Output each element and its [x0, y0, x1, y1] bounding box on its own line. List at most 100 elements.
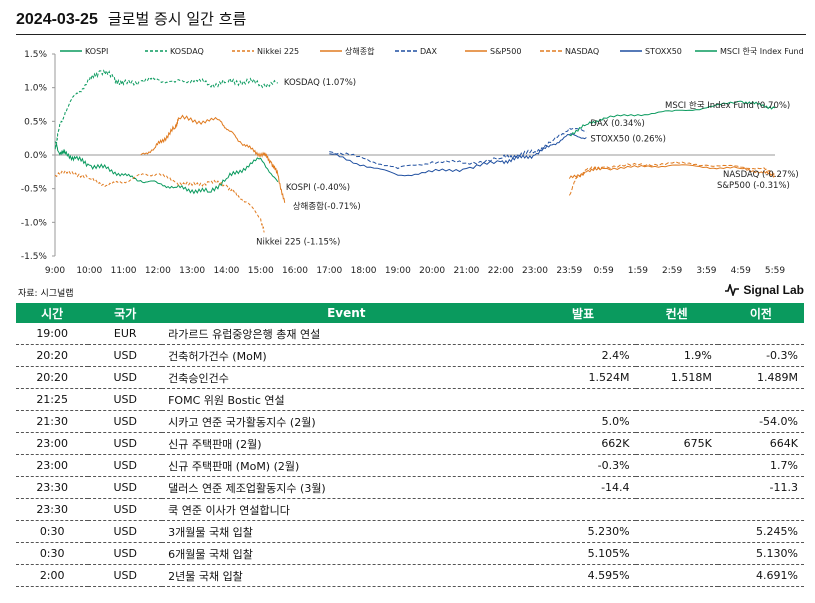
row-event: 시카고 연준 국가활동지수 (2월) [162, 410, 531, 433]
row-consensus [635, 323, 718, 345]
table-row: 23:00 USD 신규 주택판매 (MoM) (2월) -0.3% 1.7% [16, 454, 804, 477]
brand-logo: Signal Lab [725, 283, 804, 297]
x-tick-label: 16:00 [282, 266, 308, 276]
row-previous: 5.245% [717, 520, 804, 543]
legend-entry: NASDAQ [565, 47, 599, 56]
header-time: 시간 [16, 303, 89, 323]
series-end-label: 상해종합(-0.71%) [293, 201, 361, 212]
row-event: 2년물 국채 입찰 [162, 564, 531, 587]
row-previous [717, 323, 804, 345]
y-tick-label: 0.0% [24, 151, 47, 161]
x-tick-label: 12:00 [145, 266, 171, 276]
row-consensus: 1.9% [635, 344, 718, 367]
row-consensus [635, 454, 718, 477]
series-line-msci-index-fund [569, 100, 776, 137]
x-tick-label: 19:00 [385, 266, 411, 276]
row-event: FOMC 위원 Bostic 연설 [162, 388, 531, 411]
row-time: 23:00 [16, 454, 89, 477]
y-tick-label: 0.5% [24, 117, 47, 127]
row-actual: 1.524M [530, 366, 636, 389]
row-previous: 664K [717, 432, 804, 455]
pulse-icon [725, 284, 740, 296]
x-tick-label: 15:00 [248, 266, 274, 276]
x-tick-label: 9:00 [45, 266, 65, 276]
x-tick-label: 17:00 [316, 266, 342, 276]
series-end-label: KOSDAQ (1.07%) [284, 78, 356, 88]
header-actual: 발표 [530, 303, 636, 323]
series-end-label: NASDAQ (-0.27%) [723, 170, 799, 180]
y-tick-label: 1.0% [24, 84, 47, 94]
x-tick-label: 4:59 [731, 266, 751, 276]
table-row: 23:00 USD 신규 주택판매 (2월) 662K 675K 664K [16, 432, 804, 455]
row-time: 19:00 [16, 323, 89, 345]
series-line-kospi [54, 141, 279, 195]
brand-name: Signal Lab [743, 283, 804, 297]
x-tick-label: 20:00 [419, 266, 445, 276]
row-country: USD [88, 476, 163, 499]
row-consensus [635, 410, 718, 433]
row-consensus [635, 564, 718, 587]
economic-calendar-table: 시간 국가 Event 발표 컨센 이전 19:00 EUR 라가르드 유럽중앙은행… [16, 303, 804, 587]
table-header-row: 시간 국가 Event 발표 컨센 이전 [16, 303, 804, 323]
row-event: 3개월물 국채 입찰 [162, 520, 531, 543]
header-event: Event [162, 303, 531, 323]
legend-entry: Nikkei 225 [257, 47, 299, 56]
row-event: 건축승인건수 [162, 366, 531, 389]
row-actual: -0.3% [530, 454, 636, 477]
x-tick-label: 3:59 [696, 266, 716, 276]
row-previous: 1.7% [717, 454, 804, 477]
x-tick-label: 21:00 [453, 266, 479, 276]
row-previous: 5.130% [717, 542, 804, 565]
legend-entry: 상해종합 [345, 46, 375, 56]
row-country: USD [88, 498, 163, 521]
row-event: 신규 주택판매 (2월) [162, 432, 531, 455]
series-line-s-p500 [568, 164, 776, 179]
x-tick-label: 1:59 [628, 266, 648, 276]
row-event: 쿡 연준 이사가 연설합니다 [162, 498, 531, 521]
row-consensus [635, 498, 718, 521]
row-country: USD [88, 432, 163, 455]
series-line-dax [329, 127, 587, 170]
table-row: 0:30 USD 3개월물 국채 입찰 5.230% 5.245% [16, 520, 804, 543]
row-country: USD [88, 410, 163, 433]
row-country: USD [88, 454, 163, 477]
source-label: 자료: 시그널랩 [18, 289, 74, 299]
table-row: 19:00 EUR 라가르드 유럽중앙은행 총재 연설 [16, 323, 804, 345]
report-title: 글로벌 증시 일간 흐름 [107, 10, 247, 28]
source-row: 자료: 시그널랩 Signal Lab [18, 283, 804, 303]
row-country: USD [88, 388, 163, 411]
x-tick-label: 2:59 [662, 266, 682, 276]
x-tick-label: 14:00 [213, 266, 239, 276]
row-previous: -11.3 [717, 476, 804, 499]
row-country: USD [88, 344, 163, 367]
row-event: 건축허가건수 (MoM) [162, 344, 531, 367]
row-time: 0:30 [16, 520, 89, 543]
row-event: 댈러스 연준 제조업활동지수 (3월) [162, 476, 531, 499]
table-row: 20:20 USD 건축허가건수 (MoM) 2.4% 1.9% -0.3% [16, 344, 804, 367]
legend-entry: STOXX50 [645, 47, 682, 56]
row-time: 20:20 [16, 344, 89, 367]
row-time: 20:20 [16, 366, 89, 389]
row-actual [530, 323, 636, 345]
row-consensus: 1.518M [635, 366, 718, 389]
row-consensus [635, 542, 718, 565]
legend-entry: DAX [420, 47, 437, 56]
x-tick-label: 10:00 [76, 266, 102, 276]
series-end-label: STOXX50 (0.26%) [590, 134, 666, 144]
legend-entry: KOSPI [85, 47, 108, 56]
row-actual: 4.595% [530, 564, 636, 587]
series-line-nasdaq [568, 161, 776, 196]
row-event: 신규 주택판매 (MoM) (2월) [162, 454, 531, 477]
series-end-label: S&P500 (-0.31%) [717, 181, 790, 191]
row-actual [530, 388, 636, 411]
x-tick-label: 22:00 [488, 266, 514, 276]
row-consensus [635, 476, 718, 499]
y-tick-label: -0.5% [21, 185, 48, 195]
legend-entry: S&P500 [490, 47, 521, 56]
global-market-line-chart: 1.5% 1.0% 0.5% 0.0% -0.5% -1.0% -1.5% 9:00 10:00… [21, 46, 804, 276]
header-consensus: 컨센 [635, 303, 718, 323]
series-end-label: MSCI 한국 Index Fund (0.70%) [665, 101, 790, 111]
row-actual [530, 498, 636, 521]
series-end-label: DAX (0.34%) [590, 119, 644, 129]
row-previous: -54.0% [717, 410, 804, 433]
